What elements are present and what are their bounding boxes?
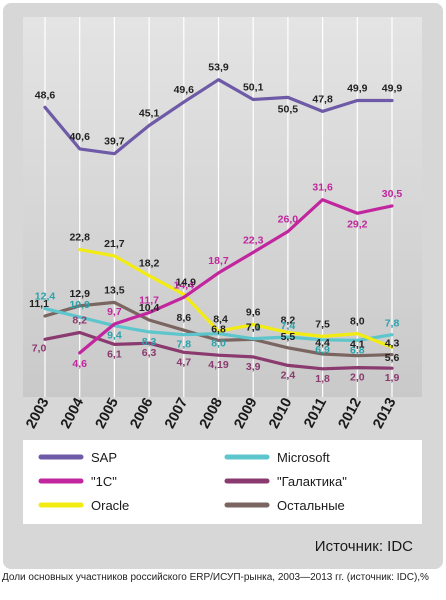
- data-label-microsoft-2013: 7,8: [385, 318, 400, 330]
- data-label-остальные-2011: 4,4: [315, 337, 330, 349]
- data-label-галактика-2013: 1,9: [385, 372, 400, 384]
- data-label-галактика-2007: 4,7: [176, 356, 191, 368]
- data-label-галактика-2006: 6,3: [142, 347, 157, 359]
- data-label-остальные-2005: 13,5: [104, 284, 125, 296]
- data-label-microsoft-2004: 10,9: [69, 299, 90, 311]
- data-label-microsoft-2006: 8,3: [142, 336, 157, 348]
- data-label-остальные-2012: 4,1: [350, 339, 365, 351]
- x-tick-2003: 2003: [23, 395, 52, 431]
- data-label-1с-2007: 14,4: [174, 279, 195, 291]
- data-label-остальные-2004: 12,9: [69, 288, 90, 300]
- data-label-microsoft-2009: 7,1: [246, 322, 261, 334]
- data-label-microsoft-2010: 7,4: [281, 320, 296, 332]
- data-label-остальные-2008: 6,8: [211, 323, 226, 335]
- data-label-sap-2006: 45,1: [139, 107, 160, 119]
- data-label-1с-2005: 9,7: [107, 306, 122, 318]
- legend: SAP "1С" Oracle Microsoft "Галактика" Остальн…: [23, 440, 422, 524]
- series-line-галактика: [43, 330, 394, 371]
- data-label-microsoft-2007: 7,8: [176, 339, 191, 351]
- x-tick-2013: 2013: [370, 395, 399, 431]
- data-label-oracle-2011: 7,5: [315, 318, 330, 330]
- legend-label-oracle: Oracle: [91, 498, 129, 513]
- x-tick-2012: 2012: [336, 395, 365, 431]
- data-label-галактика-2011: 1,8: [315, 373, 330, 385]
- chart-figure: 48,6 40,6 39,7 45,1 49,6 53,9 50,1 50,5 47,8 49,9…: [3, 3, 443, 569]
- legend-label-остальные: Остальные: [277, 498, 345, 513]
- data-label-галактика-2010: 2,4: [281, 369, 296, 381]
- data-label-1с-2009: 22,3: [243, 234, 264, 246]
- data-label-sap-2004: 40,6: [69, 131, 90, 143]
- data-label-1с-2008: 18,7: [208, 255, 229, 267]
- legend-box: [23, 440, 422, 524]
- data-label-остальные-2009: 7,0: [246, 321, 261, 333]
- data-label-oracle-2009: 9,6: [246, 307, 261, 319]
- legend-label-1с: "1С": [91, 474, 117, 489]
- data-label-остальные-2013: 4,3: [385, 338, 400, 350]
- data-label-sap-2013: 49,9: [382, 83, 403, 95]
- x-tick-2008: 2008: [197, 395, 226, 431]
- figure-caption: Доли основных участников российского ERP…: [2, 572, 429, 583]
- data-labels: 48,6 40,6 39,7 45,1 49,6 53,9 50,1 50,5 47,8 49,9…: [29, 62, 402, 385]
- data-label-sap-2011: 47,8: [312, 93, 333, 105]
- data-label-остальные-2007: 8,6: [176, 312, 191, 324]
- data-label-oracle-2007: 14,9: [176, 276, 197, 288]
- data-label-microsoft-2005: 9,4: [107, 330, 122, 342]
- data-label-галактика-2012: 2,0: [350, 372, 365, 384]
- series-line-остальные: [43, 300, 394, 358]
- series-line-oracle: [78, 248, 394, 349]
- data-label-1с-2006: 11,7: [139, 295, 159, 307]
- data-label-1с-2004: 4,6: [72, 358, 87, 370]
- data-label-галактика-2005: 6,1: [107, 348, 122, 360]
- x-tick-labels: 2003 2004 2005 2006 2007 2008 2009 2010 2011 2012…: [23, 395, 399, 431]
- data-label-1с-2012: 29,2: [347, 218, 368, 230]
- x-tick-2010: 2010: [266, 395, 295, 431]
- data-label-sap-2007: 49,6: [174, 84, 195, 96]
- legend-label-sap: SAP: [91, 450, 117, 465]
- data-label-1с-2010: 26,0: [278, 213, 299, 225]
- series-line-microsoft: [43, 307, 394, 342]
- x-tick-2009: 2009: [231, 395, 260, 431]
- chart: 48,6 40,6 39,7 45,1 49,6 53,9 50,1 50,5 47,8 49,9…: [23, 17, 422, 555]
- data-label-oracle-2012: 8,0: [350, 316, 365, 328]
- data-label-галактика-2008: 4,19: [208, 359, 229, 371]
- data-label-галактика-2009: 3,9: [246, 361, 261, 373]
- data-label-sap-2009: 50,1: [243, 81, 264, 93]
- data-label-sap-2008: 53,9: [208, 62, 229, 74]
- data-label-1с-2011: 31,6: [312, 182, 333, 194]
- data-label-остальные-2010: 5,5: [281, 331, 296, 343]
- data-label-oracle-2004: 22,8: [69, 232, 90, 244]
- data-label-oracle-2006: 18,2: [139, 258, 160, 270]
- data-label-остальные-2003: 11,1: [29, 298, 49, 310]
- data-label-oracle-2008: 8,4: [213, 313, 228, 325]
- x-tick-2007: 2007: [162, 395, 191, 431]
- data-label-sap-2005: 39,7: [104, 136, 125, 148]
- x-tick-2011: 2011: [301, 395, 330, 430]
- data-label-sap-2003: 48,6: [35, 89, 56, 101]
- x-tick-2005: 2005: [93, 395, 122, 431]
- legend-label-microsoft: Microsoft: [277, 450, 330, 465]
- data-label-галактика-2004: 8,2: [72, 314, 87, 326]
- data-label-oracle-2010: 8,2: [281, 314, 296, 326]
- series-line-1с: [78, 198, 394, 355]
- series-line-sap: [43, 78, 394, 156]
- data-label-sap-2012: 49,9: [347, 83, 368, 95]
- data-label-microsoft-2003: 12,4: [35, 291, 56, 303]
- data-label-microsoft-2011: 6,9: [315, 344, 330, 356]
- data-label-1с-2013: 30,5: [382, 188, 403, 200]
- data-label-остальные-2006: 10,4: [139, 302, 160, 314]
- data-label-sap-2010: 50,5: [278, 103, 299, 115]
- data-label-microsoft-2008: 8,0: [211, 338, 226, 350]
- data-label-oracle-2013: 5,6: [385, 352, 400, 364]
- legend-label-галактика: "Галактика": [277, 474, 347, 489]
- x-tick-2004: 2004: [58, 395, 87, 431]
- x-tick-2006: 2006: [127, 395, 156, 431]
- data-label-галактика-2003: 7,0: [32, 342, 47, 354]
- series-lines: [43, 78, 394, 371]
- data-label-oracle-2005: 21,7: [104, 238, 125, 250]
- source-note: Источник: IDC: [315, 538, 413, 555]
- data-label-microsoft-2012: 6,8: [350, 344, 365, 356]
